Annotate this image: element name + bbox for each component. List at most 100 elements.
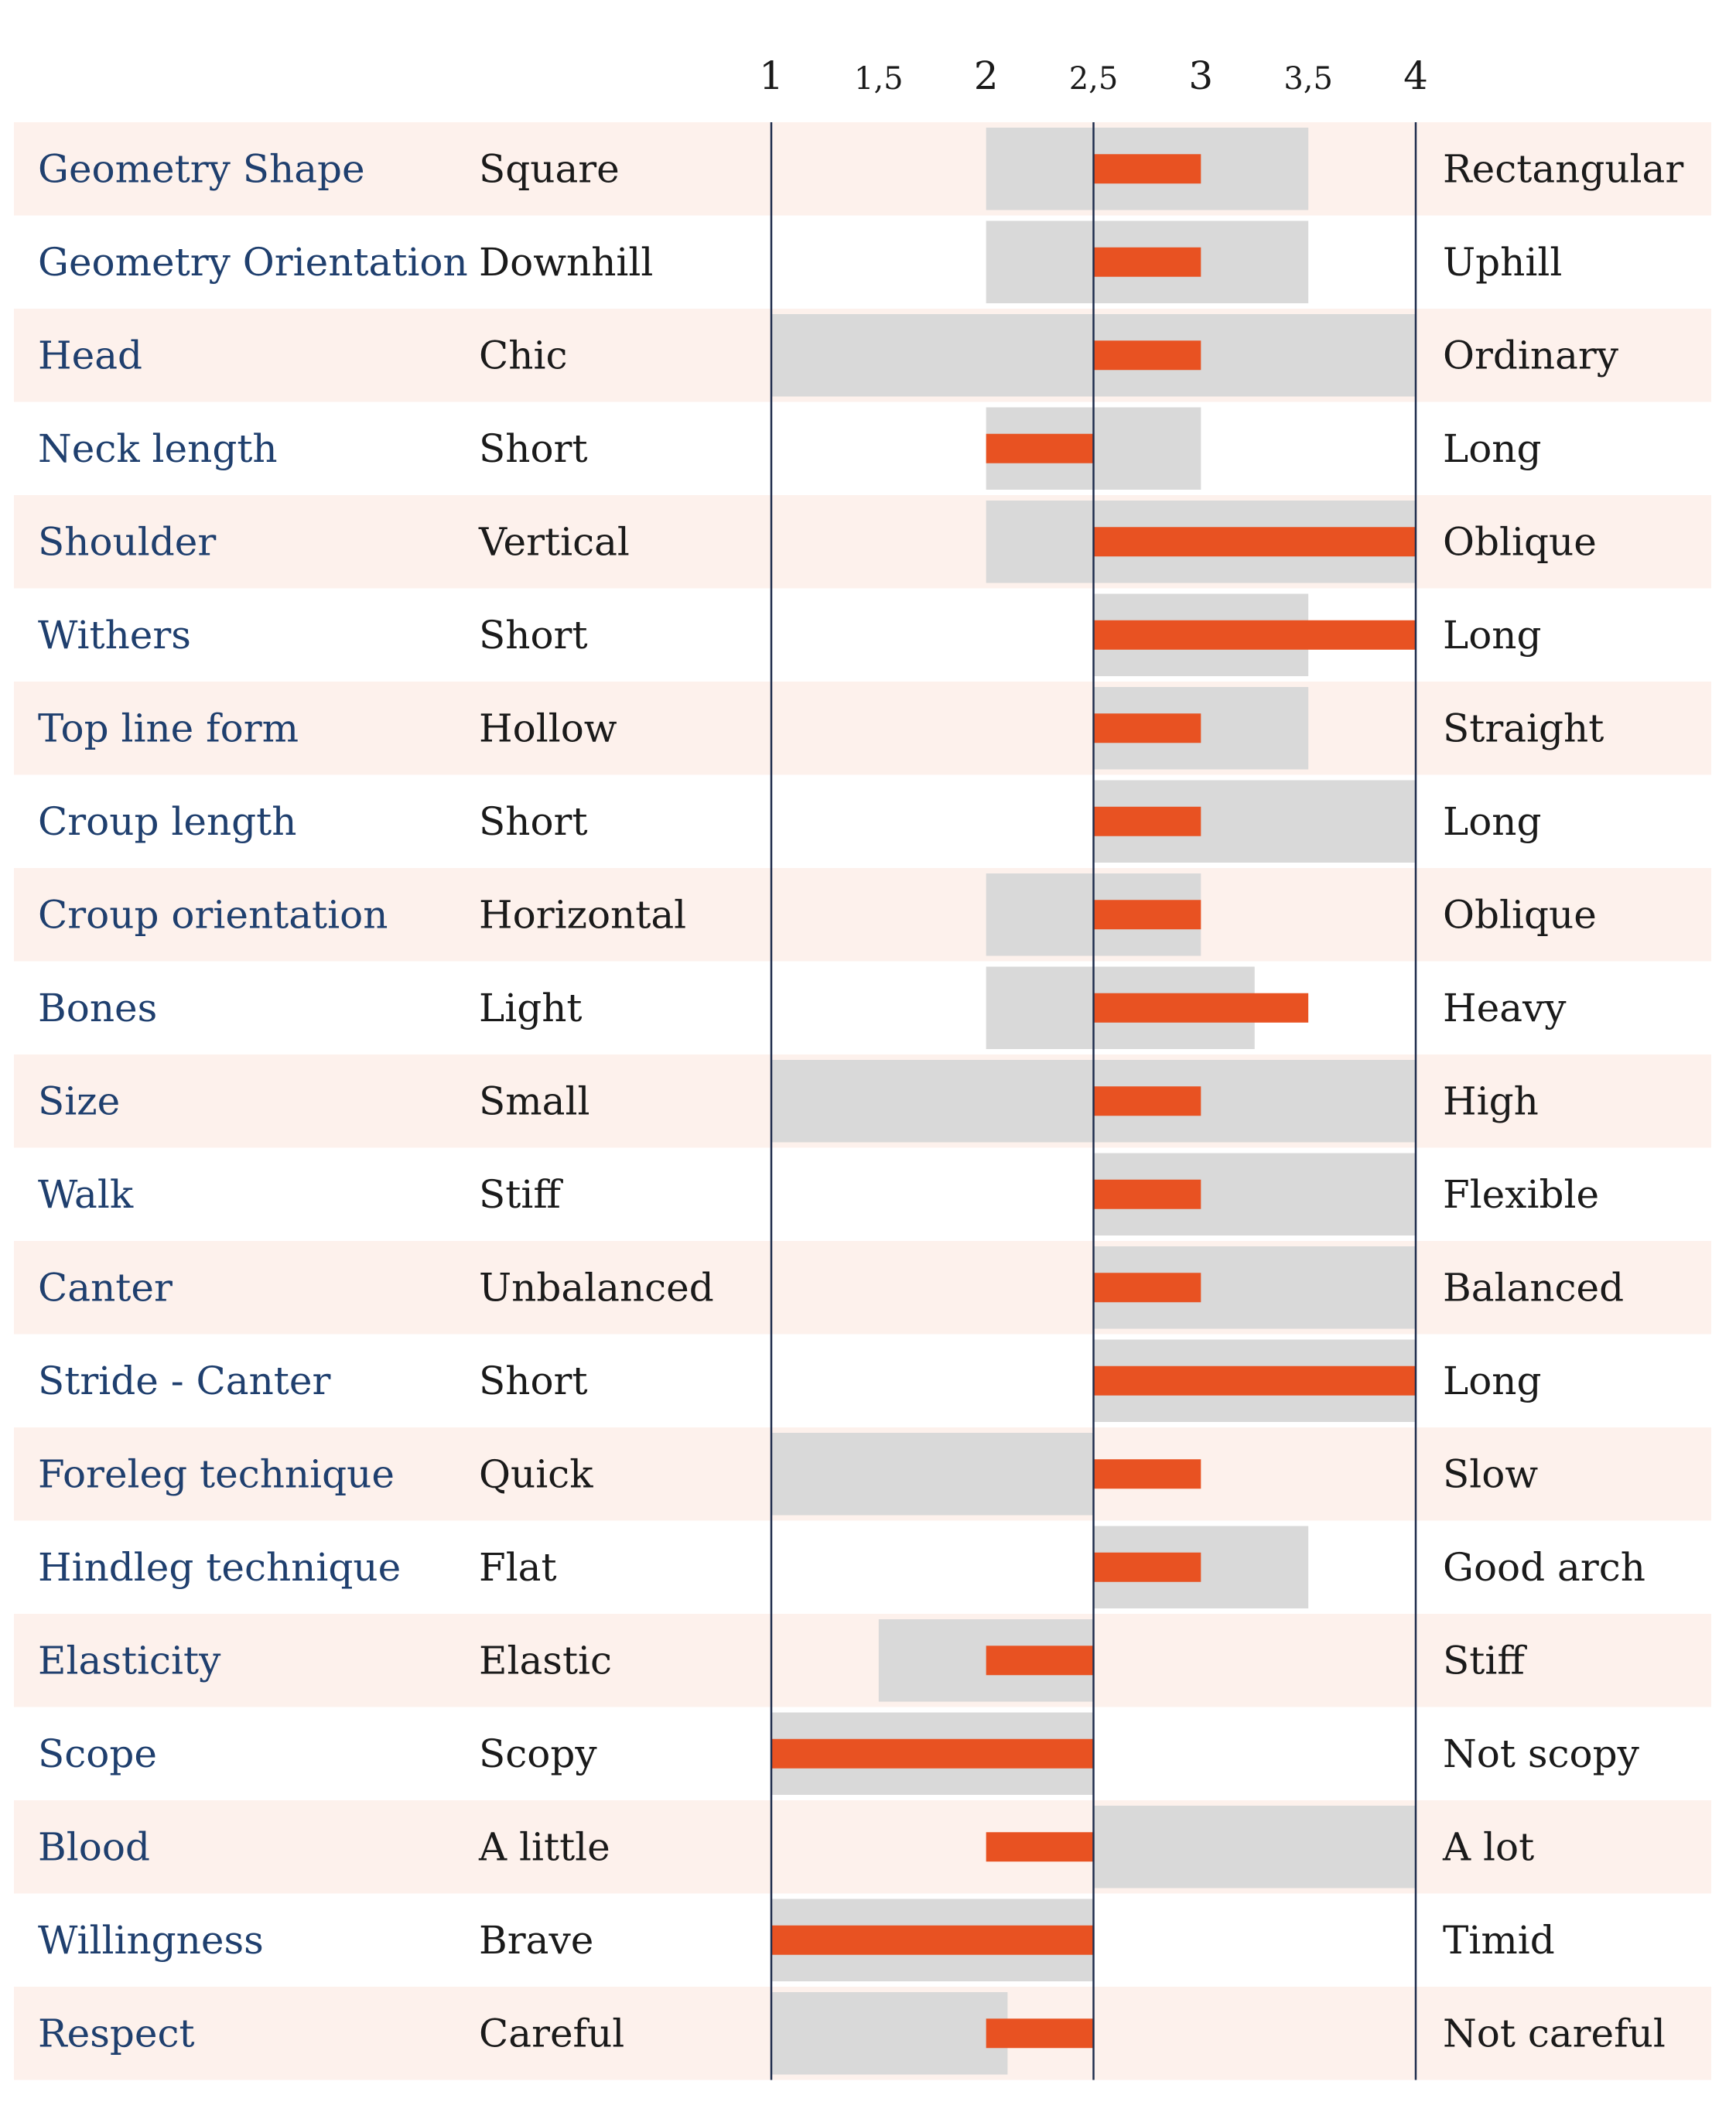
- trait-label: Hindleg technique: [38, 1545, 401, 1590]
- high-pole-label: Not careful: [1443, 2011, 1666, 2056]
- high-pole-label: Oblique: [1443, 892, 1597, 937]
- value-bar: [1093, 1365, 1416, 1396]
- high-pole-labels: Rectangular Uphill Ordinary Long Oblique Long…: [1442, 146, 1683, 2056]
- low-pole-label: Scopy: [479, 1731, 597, 1776]
- low-pole-label: A little: [478, 1824, 610, 1869]
- row-shade: [14, 868, 1711, 962]
- trait-label: Neck length: [38, 426, 278, 471]
- row-shade: [14, 495, 1711, 589]
- high-pole-label: Good arch: [1443, 1545, 1645, 1590]
- high-pole-label: High: [1443, 1078, 1539, 1123]
- x-tick-label: 2,5: [1069, 61, 1119, 97]
- range-bar: [771, 1992, 1008, 2075]
- trait-label: Geometry Shape: [38, 146, 365, 191]
- low-pole-label: Hollow: [479, 706, 617, 750]
- high-pole-label: Long: [1443, 613, 1542, 658]
- high-pole-label: Uphill: [1443, 240, 1562, 285]
- trait-label: Top line form: [38, 706, 299, 750]
- value-bar: [1093, 527, 1416, 557]
- low-pole-label: Quick: [479, 1451, 593, 1496]
- row-shade: [14, 1241, 1711, 1335]
- axis-lines: [770, 122, 1417, 2080]
- value-bar: [986, 1646, 1094, 1676]
- range-bar: [771, 1433, 1094, 1516]
- low-pole-label: Chic: [479, 333, 567, 378]
- trait-label: Walk: [38, 1172, 134, 1217]
- trait-label: Canter: [38, 1265, 173, 1310]
- trait-label: Blood: [38, 1824, 150, 1869]
- row-shade: [14, 682, 1711, 775]
- trait-label: Shoulder: [38, 519, 216, 564]
- low-pole-label: Unbalanced: [479, 1265, 714, 1310]
- value-bar: [1093, 247, 1201, 277]
- trait-label: Elasticity: [38, 1638, 221, 1683]
- x-tick-label: 4: [1403, 53, 1428, 98]
- x-tick-label: 2: [974, 53, 999, 98]
- trait-label: Foreleg technique: [38, 1451, 395, 1496]
- low-pole-label: Short: [479, 799, 588, 844]
- trait-labels: Geometry Shape Geometry Orientation Head Ne…: [38, 146, 468, 2056]
- x-tick-label: 1,5: [854, 61, 904, 97]
- trait-label: Croup orientation: [38, 892, 388, 937]
- value-bar: [1093, 713, 1201, 743]
- value-bar: [1093, 1552, 1201, 1582]
- high-pole-label: Long: [1443, 799, 1542, 844]
- value-bar: [771, 1925, 1094, 1955]
- value-bar: [771, 1738, 1094, 1769]
- trait-label: Geometry Orientation: [38, 240, 468, 285]
- trait-label: Stride - Canter: [38, 1359, 330, 1403]
- high-pole-label: Ordinary: [1443, 333, 1619, 378]
- trait-label: Respect: [38, 2011, 195, 2056]
- low-pole-label: Short: [479, 613, 588, 658]
- value-bar: [1093, 806, 1201, 836]
- row-shade: [14, 1614, 1711, 1707]
- value-bar: [1093, 900, 1201, 930]
- x-tick-label: 3,5: [1283, 61, 1333, 97]
- high-pole-label: Balanced: [1443, 1265, 1624, 1310]
- high-pole-label: Slow: [1443, 1451, 1538, 1496]
- value-bar: [1093, 1459, 1201, 1489]
- low-pole-label: Elastic: [479, 1638, 612, 1683]
- low-pole-label: Careful: [479, 2011, 624, 2056]
- low-pole-label: Downhill: [479, 240, 653, 285]
- high-pole-label: Flexible: [1443, 1172, 1599, 1217]
- value-bars: [771, 154, 1416, 2049]
- value-bar: [986, 2018, 1094, 2049]
- low-pole-label: Vertical: [478, 519, 630, 564]
- trait-label: Size: [38, 1078, 120, 1123]
- high-pole-label: A lot: [1442, 1824, 1534, 1869]
- high-pole-label: Not scopy: [1443, 1731, 1640, 1776]
- high-pole-label: Oblique: [1443, 519, 1597, 564]
- trait-label: Willingness: [38, 1918, 264, 1963]
- value-bar: [986, 1832, 1094, 1862]
- value-bar: [986, 433, 1094, 463]
- low-pole-label: Short: [479, 426, 588, 471]
- x-tick-label: 1: [759, 53, 784, 98]
- high-pole-label: Stiff: [1443, 1638, 1527, 1683]
- high-pole-label: Straight: [1443, 706, 1604, 750]
- low-pole-label: Square: [479, 146, 620, 191]
- trait-label: Bones: [38, 986, 157, 1030]
- high-pole-label: Rectangular: [1443, 146, 1683, 191]
- value-bar: [1093, 993, 1309, 1023]
- low-pole-label: Horizontal: [479, 892, 686, 937]
- value-bar: [1093, 154, 1201, 184]
- range-bar: [1093, 1806, 1416, 1888]
- high-pole-label: Heavy: [1443, 986, 1567, 1030]
- low-pole-label: Brave: [479, 1918, 593, 1963]
- trait-label: Head: [38, 333, 142, 378]
- value-bar: [1093, 1086, 1201, 1116]
- x-tick-label: 3: [1188, 53, 1213, 98]
- low-pole-label: Light: [479, 986, 583, 1030]
- trait-label: Croup length: [38, 799, 296, 844]
- value-bar: [1093, 1273, 1201, 1303]
- value-bar: [1093, 620, 1416, 650]
- x-tick-labels: 1 1,5 2 2,5 3 3,5 4: [759, 53, 1428, 98]
- low-pole-labels: Square Downhill Chic Short Vertical Short Holl…: [478, 146, 714, 2056]
- high-pole-label: Timid: [1443, 1918, 1555, 1963]
- value-bar: [1093, 1179, 1201, 1209]
- high-pole-label: Long: [1443, 426, 1542, 471]
- value-bar: [1093, 340, 1201, 371]
- trait-label: Withers: [38, 613, 191, 658]
